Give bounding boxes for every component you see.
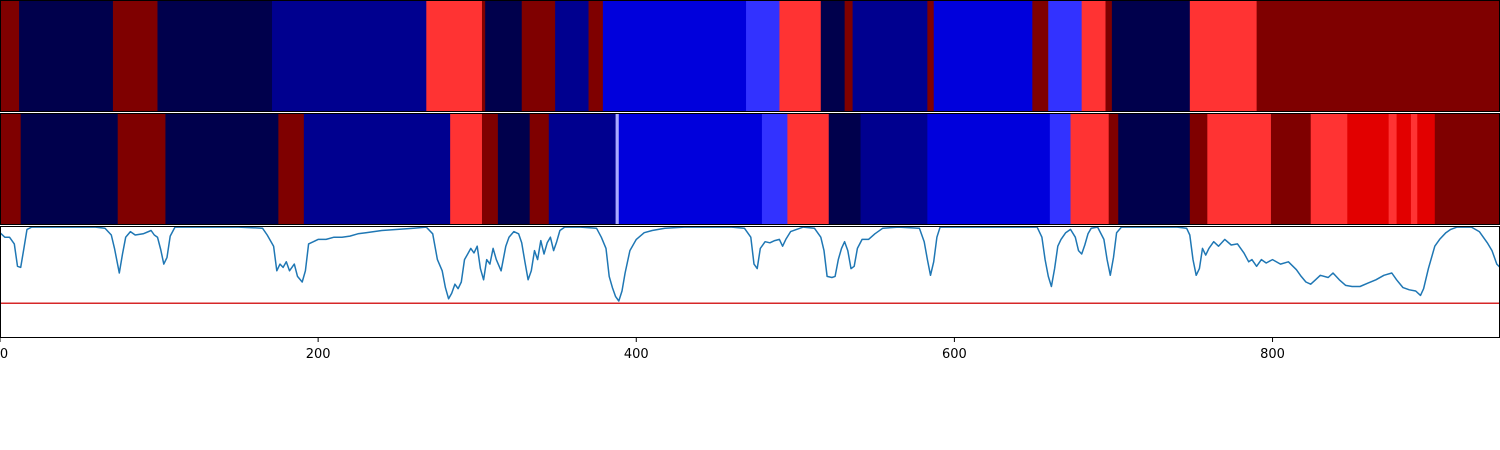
series-line — [0, 226, 1500, 302]
heatmap-segment — [20, 113, 119, 225]
heatmap-segment — [548, 113, 617, 225]
x-tick-label: 800 — [1260, 347, 1285, 362]
heatmap-segment — [481, 0, 486, 112]
x-tick-label: 400 — [624, 347, 649, 362]
heatmap-segment — [1189, 0, 1258, 112]
heatmap-segment — [933, 0, 1033, 112]
heatmap-strip-top — [0, 0, 1500, 112]
heatmap-segment — [844, 0, 854, 112]
heatmap-segment — [1410, 113, 1418, 225]
x-axis: 0 200 400 600 800 — [0, 338, 1285, 362]
line-plot-panel — [0, 226, 1500, 338]
heatmap-segment — [0, 113, 22, 225]
heatmap-segment — [303, 113, 451, 225]
heatmap-segment — [1111, 0, 1191, 112]
heatmap-segment — [157, 0, 273, 112]
heatmap-segment — [19, 0, 114, 112]
heatmap-segment — [1108, 113, 1119, 225]
heatmap-segment — [1256, 0, 1500, 112]
heatmap-segment — [1310, 113, 1348, 225]
heatmap-segment — [481, 113, 499, 225]
heatmap-segment — [1417, 113, 1436, 225]
heatmap-segment — [1049, 113, 1072, 225]
x-tick-label: 600 — [942, 347, 967, 362]
heatmap-segment — [117, 113, 167, 225]
heatmap-segment — [0, 0, 20, 112]
x-tick-label: 0 — [0, 347, 8, 362]
heatmap-segment — [820, 0, 846, 112]
heatmap-segment — [426, 0, 483, 112]
heatmap-segment — [1347, 113, 1390, 225]
heatmap-segment — [112, 0, 159, 112]
heatmap-segment — [1081, 0, 1107, 112]
heatmap-segment — [1396, 113, 1412, 225]
heatmap-segment — [787, 113, 830, 225]
heatmap-segment — [927, 0, 935, 112]
heatmap-segment — [746, 0, 781, 112]
heatmap-segment — [1048, 0, 1083, 112]
heatmap-segment — [1105, 0, 1113, 112]
heatmap-segment — [278, 113, 305, 225]
heatmap-segment — [1189, 113, 1208, 225]
heatmap-segment — [779, 0, 822, 112]
heatmap-segment — [521, 0, 556, 112]
heatmap-segment — [1207, 113, 1272, 225]
heatmap-strip-middle — [0, 113, 1500, 225]
heatmap-segment — [1032, 0, 1049, 112]
x-tick-label: 200 — [306, 347, 331, 362]
heatmap-segment — [1070, 113, 1110, 225]
heatmap-segment — [927, 113, 1051, 225]
heatmap-segment — [602, 0, 747, 112]
heatmap-segment — [618, 113, 763, 225]
heatmap-segment — [485, 0, 523, 112]
line-plot-background — [0, 226, 1500, 338]
heatmap-segment — [1388, 113, 1398, 225]
heatmap-segment — [497, 113, 531, 225]
heatmap-segment — [615, 113, 620, 225]
heatmap-segment — [165, 113, 279, 225]
heatmap-segment — [1118, 113, 1191, 225]
heatmap-segment — [1270, 113, 1312, 225]
heatmap-segment — [555, 0, 590, 112]
heatmap-segment — [1434, 113, 1500, 225]
heatmap-segment — [828, 113, 862, 225]
heatmap-segment — [450, 113, 483, 225]
heatmap-segment — [272, 0, 427, 112]
heatmap-segment — [852, 0, 928, 112]
heatmap-segment — [761, 113, 788, 225]
heatmap-segment — [588, 0, 604, 112]
heatmap-segment — [529, 113, 550, 225]
heatmap-segment — [860, 113, 928, 225]
